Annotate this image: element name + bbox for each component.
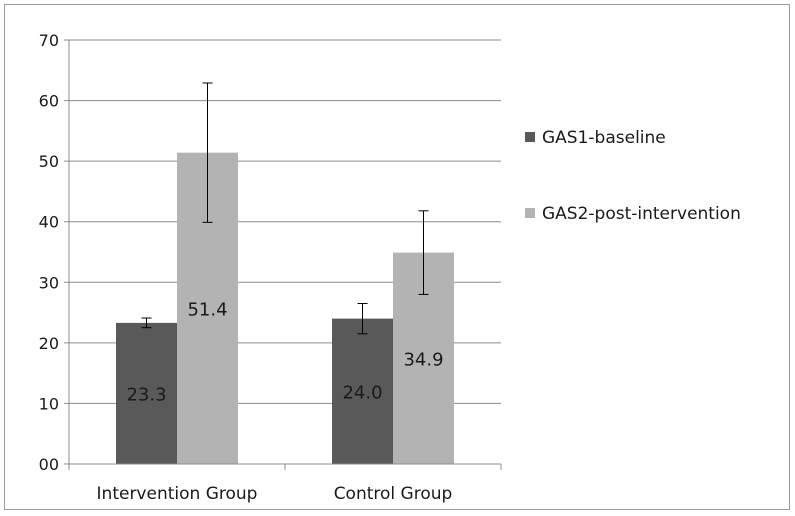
y-tick-label: 60 (39, 92, 59, 111)
data-label: 24.0 (342, 382, 382, 403)
bar (116, 322, 177, 464)
x-tick-label: Intervention Group (97, 484, 258, 504)
legend: GAS1-baseline GAS2-post-intervention (525, 128, 741, 224)
bar-chart: 23.3 51.4 24.0 34.9 00 10 20 30 40 50 60 70 Interve… (39, 31, 741, 504)
legend-swatch (525, 208, 535, 218)
data-label: 51.4 (187, 299, 227, 320)
y-tick-label: 00 (39, 455, 59, 474)
y-tick-label: 70 (39, 31, 59, 50)
legend-label: GAS2-post-intervention (542, 204, 741, 224)
y-tick-label: 10 (39, 394, 59, 413)
data-label: 23.3 (126, 384, 166, 405)
legend-label: GAS1-baseline (542, 128, 666, 148)
bar (332, 318, 393, 464)
data-labels: 23.3 51.4 24.0 34.9 (126, 299, 443, 405)
data-label: 34.9 (403, 349, 443, 370)
bars (116, 152, 454, 465)
error-bars (141, 82, 429, 335)
y-tick-label: 30 (39, 273, 59, 292)
x-tick-label: Control Group (334, 484, 453, 504)
chart-frame: 23.3 51.4 24.0 34.9 00 10 20 30 40 50 60 70 Interve… (4, 4, 790, 510)
y-tick-label: 40 (39, 213, 59, 232)
y-tick-label: 50 (39, 152, 59, 171)
y-tick-label: 20 (39, 334, 59, 353)
axes: 00 10 20 30 40 50 60 70 Intervention Group Contro… (39, 31, 502, 504)
legend-swatch (525, 132, 535, 142)
